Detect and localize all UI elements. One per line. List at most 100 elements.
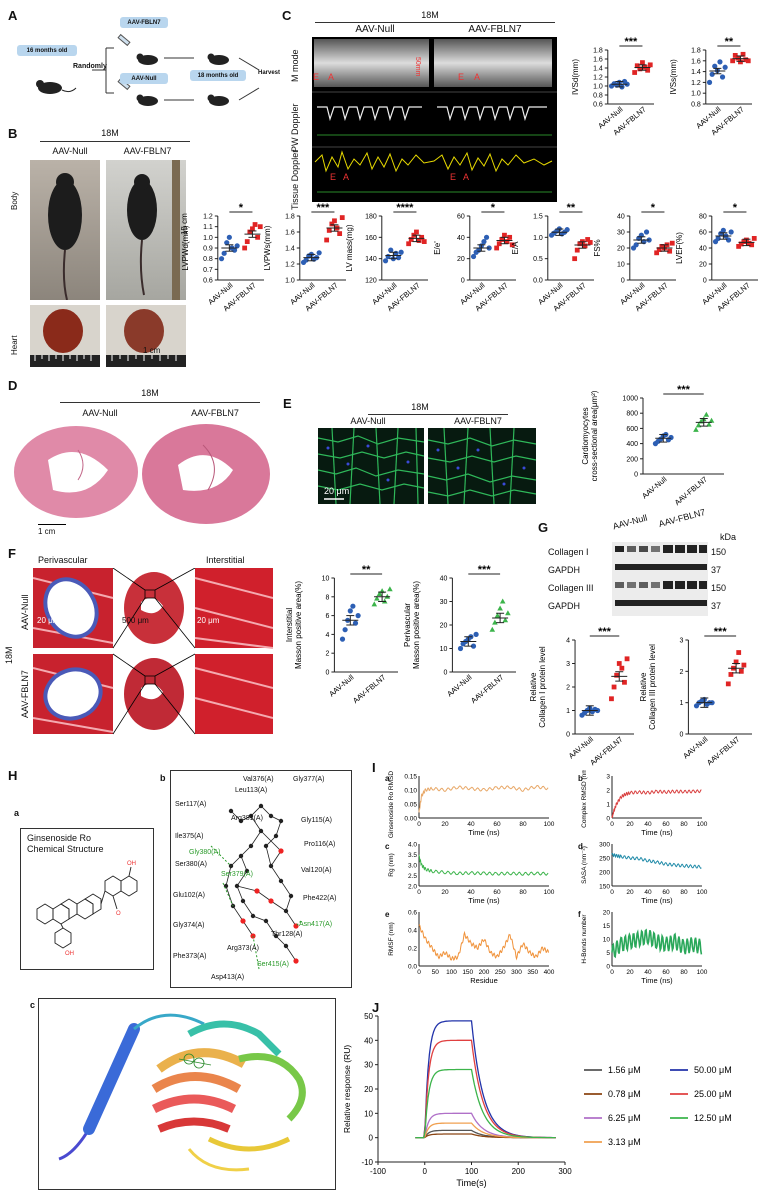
data-line: [418, 923, 549, 961]
y-tick-label: 2.0: [408, 884, 417, 891]
x-axis-label: Time(s): [456, 1178, 486, 1188]
x-tick-label: 60: [662, 889, 670, 896]
y-tick-label: 2: [606, 788, 610, 795]
x-tick-label: 150: [462, 969, 473, 976]
y-axis-label: SASA (nm⁻²): [581, 846, 588, 884]
significance-label: **: [725, 36, 734, 48]
y-axis-label: RMSF (nm): [388, 922, 395, 956]
data-point: [728, 229, 734, 235]
data-point: [668, 434, 674, 441]
y-tick-label: 1.6: [593, 57, 603, 64]
y-tick-label: 1.5: [533, 214, 543, 221]
y-tick-label: 0: [679, 732, 683, 739]
end-age-box: 18 months old: [190, 70, 246, 81]
e-mark-td-null: E: [330, 172, 337, 182]
data-point: [244, 239, 250, 244]
legend-label: 3.13 μM: [608, 1137, 641, 1147]
f-col-perivascular: Perivascular: [38, 555, 88, 565]
data-point: [733, 659, 739, 665]
data-point: [457, 645, 464, 652]
y-tick-label: 0.6: [203, 278, 213, 285]
data-point: [738, 59, 743, 65]
data-point: [489, 626, 496, 632]
x-tick-label: 50: [432, 969, 440, 976]
y-axis-label: IVSs(mm): [669, 59, 678, 95]
data-point: [732, 53, 738, 58]
x-tick-label: 100: [465, 1167, 479, 1176]
data-point: [398, 249, 404, 255]
y-tick-label: 4: [325, 632, 329, 639]
data-point: [703, 411, 710, 417]
data-point: [693, 426, 699, 432]
y-axis-label: Collagen I protein level: [538, 646, 547, 728]
b-group-divider: [40, 141, 190, 142]
y-tick-label: 50: [364, 1012, 373, 1021]
x-tick-label: -100: [370, 1167, 387, 1176]
y-tick-label: 0.6: [408, 910, 417, 917]
y-tick-label: 0.9: [203, 246, 213, 253]
western-blot-image: [612, 542, 708, 616]
x-tick-label: 40: [467, 889, 475, 896]
y-tick-label: 20: [440, 623, 448, 630]
y-tick-label: 1.2: [285, 262, 295, 269]
y-tick-label: 1.4: [593, 66, 603, 73]
x-tick-label: 80: [519, 889, 527, 896]
e-scale-label: 20 μm: [324, 486, 350, 496]
y-tick-label: 4.0: [408, 842, 417, 849]
i-sub-b: b: [578, 774, 583, 783]
y-tick-label: 20: [457, 256, 465, 263]
significance-label: ***: [714, 626, 728, 638]
b-null-label: AAV-Null: [52, 146, 88, 156]
data-point: [637, 66, 643, 72]
y-tick-label: 800: [626, 411, 638, 418]
significance-label: **: [567, 202, 576, 214]
data-point: [496, 241, 502, 247]
category-label: AAV-Null: [640, 474, 669, 500]
start-age-box: 16 months old: [17, 45, 77, 56]
y-tick-label: 40: [617, 214, 625, 221]
category-label: AAV-FBLN7: [705, 735, 741, 768]
svg-text:OH: OH: [65, 951, 74, 957]
category-label: AAV-FBLN7: [588, 735, 624, 768]
y-tick-label: 1.6: [691, 58, 701, 65]
data-point: [414, 229, 419, 235]
f-col-interstitial: Interstitial: [206, 555, 245, 565]
series-line: [415, 1020, 556, 1139]
y-tick-label: 0.6: [593, 102, 603, 109]
d-scale-bar: [38, 524, 66, 525]
data-point: [736, 244, 742, 249]
data-point: [324, 237, 330, 243]
chart-rmsf: 0.0 0.2 0.4 0.6 0 50 100 150 200 250 300 350 400 Resi…: [388, 910, 555, 986]
y-tick-label: 40: [440, 576, 448, 583]
body-photo-null: [30, 160, 100, 301]
x-tick-label: 300: [558, 1167, 572, 1176]
legend-label: 50.00 μM: [694, 1065, 732, 1075]
category-label: AAV-Null: [327, 672, 356, 698]
y-tick-label: 0.4: [408, 928, 417, 935]
y-tick-label: 60: [699, 230, 707, 237]
y-tick-label: 1.8: [691, 48, 701, 55]
y-tick-label: 0.8: [203, 256, 213, 263]
x-tick-label: 250: [495, 969, 506, 976]
harvest-label: Harvest: [258, 70, 281, 76]
data-point: [492, 619, 498, 625]
data-point: [632, 70, 638, 75]
residue-9: Ser380(A): [175, 861, 207, 868]
chart-complex-rmsd: 0 1 2 3 0 20 40 60 80 100 Time (ns) Complex RMSD (n…: [581, 770, 708, 837]
data-point: [388, 247, 394, 253]
data-point: [587, 240, 593, 245]
y-axis-label: H-Bonds number: [581, 914, 588, 964]
e-divider: [368, 414, 508, 415]
panel-e-label: E: [283, 396, 292, 411]
y-tick-label: -10: [361, 1158, 373, 1167]
y-tick-label: 30: [440, 599, 448, 606]
y-tick-label: 0: [606, 816, 610, 823]
data-point: [743, 57, 749, 63]
y-tick-label: 10: [617, 262, 625, 269]
chemical-structure-box: Ginsenoside Ro Chemical Structure O OH OH: [20, 828, 154, 970]
heart-photo-null: [30, 305, 100, 367]
data-point: [717, 59, 723, 65]
